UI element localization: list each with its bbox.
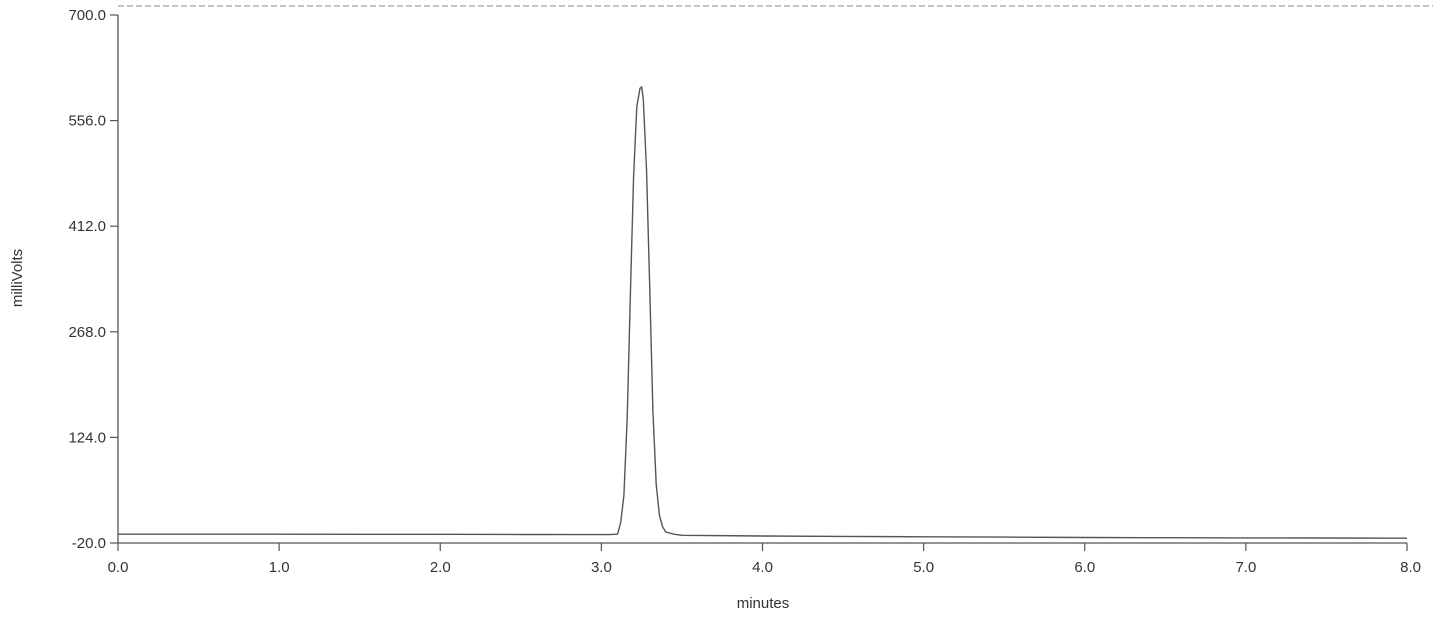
x-tick-label: 7.0 <box>1235 559 1256 576</box>
x-axis-title: minutes <box>737 595 790 612</box>
x-tick-label: 1.0 <box>269 559 290 576</box>
y-tick-label: 124.0 <box>68 429 106 446</box>
y-tick-label: -20.0 <box>72 535 106 552</box>
x-tick-label: 5.0 <box>913 559 934 576</box>
x-tick-label: 0.0 <box>108 559 129 576</box>
x-tick-label: 8.0 <box>1400 559 1421 576</box>
y-tick-label: 700.0 <box>68 7 106 24</box>
y-tick-label: 412.0 <box>68 218 106 235</box>
x-axis-ticks: 0.0 1.0 2.0 3.0 4.0 5.0 6.0 7.0 8.0 <box>108 543 1421 576</box>
x-tick-label: 4.0 <box>752 559 773 576</box>
y-tick-label: 556.0 <box>68 113 106 130</box>
x-tick-label: 6.0 <box>1074 559 1095 576</box>
x-tick-label: 2.0 <box>430 559 451 576</box>
y-axis-ticks: -20.0 124.0 268.0 412.0 556.0 700.0 <box>68 7 118 552</box>
x-tick-label: 3.0 <box>591 559 612 576</box>
chromatogram-trace <box>118 86 1408 539</box>
y-tick-label: 268.0 <box>68 324 106 341</box>
y-axis-title: milliVolts <box>9 249 26 307</box>
